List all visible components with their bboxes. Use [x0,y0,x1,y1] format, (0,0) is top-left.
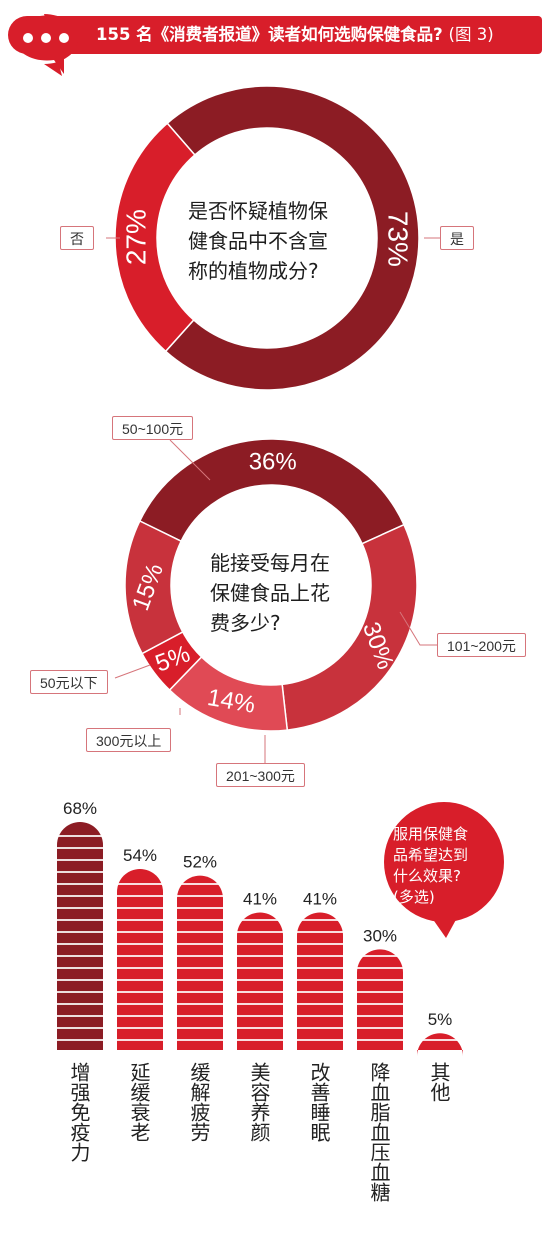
bar-category-label-5: 降血脂血压血糖 [367,1062,391,1202]
bar-value-label-1: 54% [123,846,157,865]
slice-1 [114,122,196,353]
callout-line-under-50 [114,664,151,679]
label-no: 否 [60,226,94,250]
bar-6 [417,1033,464,1057]
label-yes: 是 [440,226,474,250]
title-text: 155 名《消费者报道》读者如何选购保健食品? [96,25,443,44]
label-101-200: 101~200元 [437,633,526,657]
bar-chart-question: 服用保健食 品希望达到 什么效果? (多选) [393,825,469,906]
bar-value-label-5: 30% [363,926,397,945]
slice-0 [164,85,420,391]
bar-5 [357,949,404,1050]
label-201-300: 201~300元 [216,763,305,787]
figure-label: (图 3) [448,25,494,44]
slice-value-0: 73% [382,211,413,267]
slice-value-0: 36% [249,449,297,476]
bar-4 [297,912,343,1050]
bar-0 [57,822,103,1050]
bar-value-label-6: 5% [428,1010,453,1029]
bar-value-label-4: 41% [303,890,337,909]
label-300-plus: 300元以上 [86,728,172,752]
header-bubble-icon [14,14,79,76]
label-50-100: 50~100元 [112,416,194,440]
bar-1 [117,868,163,1050]
bar-value-label-2: 52% [183,853,217,872]
slice-value-1: 27% [121,209,152,265]
slice-1 [281,523,418,731]
bar-2 [177,875,223,1050]
callout-line-101-200 [399,611,437,646]
bar-category-label-1: 延缓衰老 [127,1062,151,1142]
bar-category-label-6: 其他 [427,1062,451,1102]
page-title: 155 名《消费者报道》读者如何选购保健食品? (图 3) [96,16,494,54]
bar-category-label-2: 缓解疲劳 [187,1062,211,1142]
bar-value-label-0: 68% [63,799,97,818]
slice-4 [124,519,184,655]
header-bar: 155 名《消费者报道》读者如何选购保健食品? (图 3) [8,16,542,54]
label-under-50: 50元以下 [30,670,108,694]
bar-category-label-3: 美容养颜 [247,1062,271,1142]
bar-category-label-4: 改善睡眠 [307,1062,331,1142]
slice-0 [138,438,405,545]
callout-line-50-100 [169,439,211,481]
donut-center-question-1: 是否怀疑植物保 健食品中不含宣 称的植物成分? [188,199,328,283]
donut-center-question-2: 能接受每月在 保健食品上花 费多少? [210,551,330,635]
bar-value-label-3: 41% [243,890,277,909]
bar-category-label-0: 增强免疫力 [67,1062,91,1162]
donut-chart-spending: 36%30%14%5%15% [124,438,418,732]
donut-chart-doubt: 73% 27% [114,85,420,391]
bar-3 [237,912,283,1050]
bar-chart-effects: 68% 54% 52% 41% 41% 30% 5% [57,799,464,1057]
question-bubble-icon [384,802,504,938]
